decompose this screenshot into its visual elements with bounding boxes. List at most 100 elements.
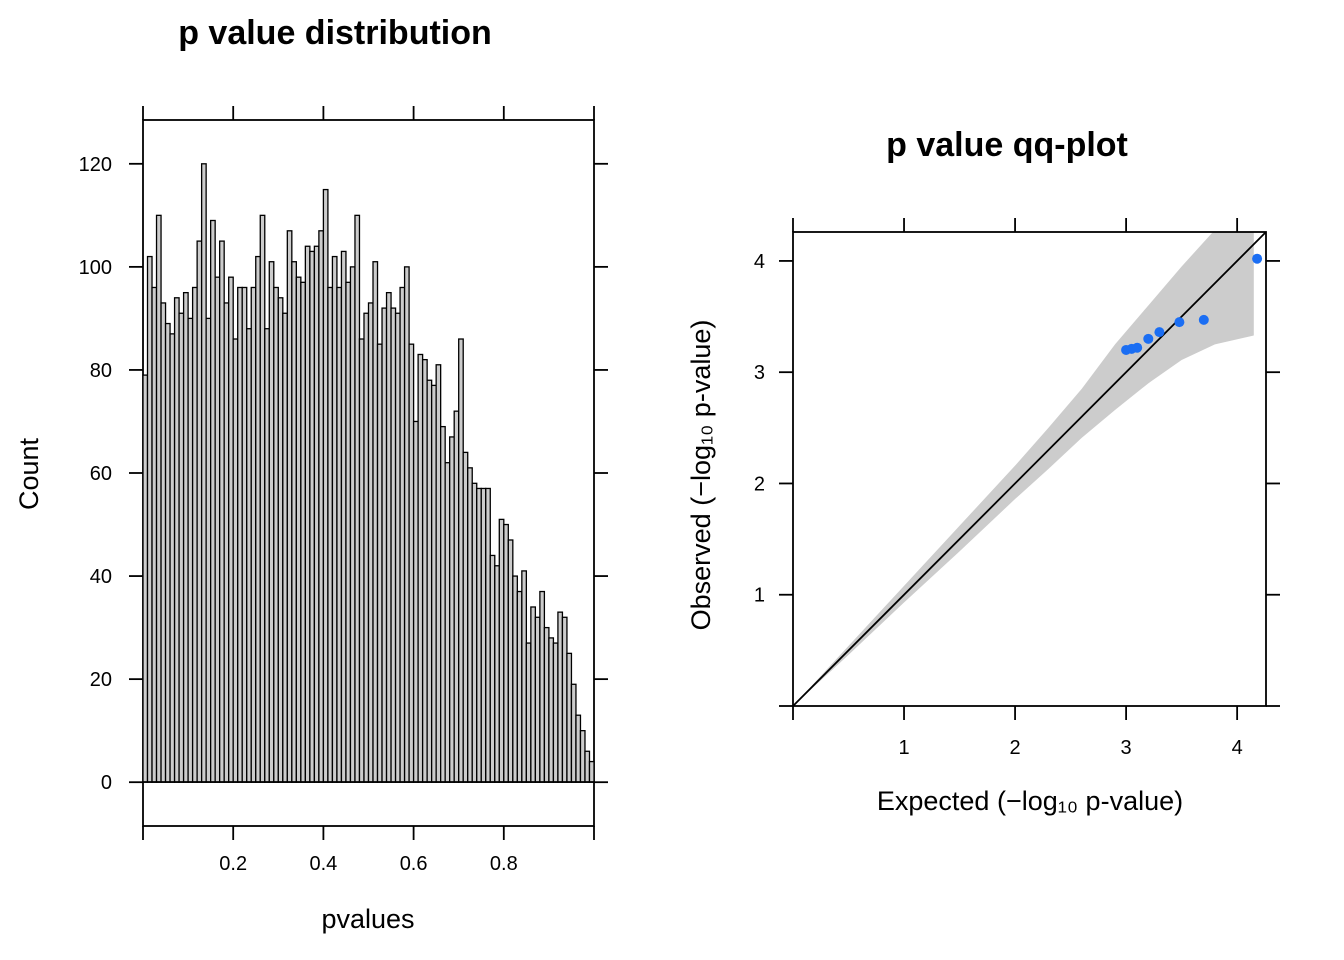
histogram-bar [318,230,325,783]
qq-point [1143,333,1154,344]
histogram-bar [444,462,451,783]
histogram-bar [539,590,546,783]
histogram-bar [223,302,230,783]
histogram-bar [548,637,555,783]
histogram-bar [187,317,194,783]
histogram-bar [412,420,419,783]
histogram-bar [503,523,509,783]
histogram-bar [566,652,573,783]
histogram-bar [485,487,491,783]
histogram-bars [142,163,595,783]
histogram-y-tick-label: 120 [79,154,112,176]
histogram-bar [264,328,270,783]
histogram-bar [250,286,257,783]
qq-y-tick-label: 1 [754,585,765,607]
qq-point [1154,327,1165,338]
qq-x-ticks: 1 2 3 4 [792,218,1243,759]
histogram-y-tick-label: 40 [90,566,112,588]
histogram-x-tick-label: 0.2 [219,853,247,875]
histogram-y-tick-label: 60 [90,463,112,485]
histogram-bar [340,250,347,783]
histogram-panel: p value distribution 0.2 0.4 0.6 0.8 0 20 40 6… [14,14,608,934]
histogram-bar [570,683,577,783]
qq-point [1174,317,1185,328]
histogram-bar [430,384,437,783]
histogram-bar [273,286,279,783]
qq-x-tick-label: 2 [1010,737,1021,759]
histogram-x-tick-label: 0.4 [309,853,337,875]
qq-point [1198,314,1209,325]
histogram-bar [534,616,541,783]
qq-x-tick-label: 3 [1121,737,1132,759]
histogram-bar [512,575,518,783]
histogram-bar [191,286,198,783]
histogram-bar [232,338,239,783]
histogram-bar [525,642,532,783]
histogram-bar [557,611,564,783]
qq-x-tick-label: 1 [898,737,909,759]
histogram-bar [164,322,171,783]
histogram-bar [295,276,302,783]
histogram-bar [543,626,550,783]
histogram-bar [367,302,374,783]
histogram-bar [237,286,243,783]
histogram-bar [345,281,352,783]
histogram-bar [336,286,343,783]
histogram-bar [182,291,189,783]
histogram-bar [160,302,167,783]
histogram-bar [471,482,478,783]
histogram-bar [399,286,406,783]
histogram-y-axis-label: Count [14,437,44,510]
histogram-bar [552,642,559,783]
histogram-title: p value distribution [178,14,492,52]
histogram-bar [349,266,356,783]
histogram-bar [489,554,496,783]
histogram-bar [575,714,582,783]
histogram-bar [588,760,595,783]
histogram-bar [453,410,460,783]
qq-reference-line [793,232,1266,706]
histogram-bar [385,291,392,783]
qq-plot-frame [792,231,1267,707]
histogram-y-tick-label: 80 [90,360,112,382]
histogram-bar [200,163,207,783]
histogram-bar [584,750,591,783]
histogram-bar [435,364,442,783]
histogram-bar [241,286,248,783]
qq-plot-panel: p value qq-plot 1 2 3 4 1 2 3 4 Expected (−log… [686,126,1280,816]
histogram-bar [196,240,203,783]
histogram-bar [228,276,234,783]
qq-y-tick-label: 4 [754,251,765,273]
histogram-bar [354,214,361,783]
histogram-bar [151,286,158,783]
histogram-bar [498,518,505,783]
qq-points [1121,253,1263,355]
histogram-bar [494,565,500,783]
histogram-bar [516,590,523,783]
histogram-bar [291,261,297,783]
histogram-bar [426,379,433,783]
histogram-bar [363,312,370,783]
histogram-bar [507,539,514,783]
qq-x-axis-label: Expected (−log₁₀ p-value) [877,786,1183,816]
histogram-bar [403,266,410,783]
histogram-bar [449,436,455,783]
histogram-x-tick-label: 0.8 [490,853,518,875]
histogram-bar [381,307,388,783]
histogram-bar [146,255,153,783]
qq-confidence-band [793,232,1254,706]
histogram-bar [205,317,212,783]
qq-x-tick-label: 4 [1232,737,1243,759]
histogram-bar [268,261,275,783]
histogram-bar [440,425,446,783]
histogram-bar [390,307,397,783]
histogram-bar [462,451,469,783]
histogram-bar [255,255,261,783]
histogram-bar [467,467,473,783]
histogram-bar [561,616,568,783]
histogram-bar [304,245,311,783]
histogram-bar [372,261,379,783]
histogram-y-tick-label: 0 [101,772,112,794]
histogram-bar [417,353,424,783]
